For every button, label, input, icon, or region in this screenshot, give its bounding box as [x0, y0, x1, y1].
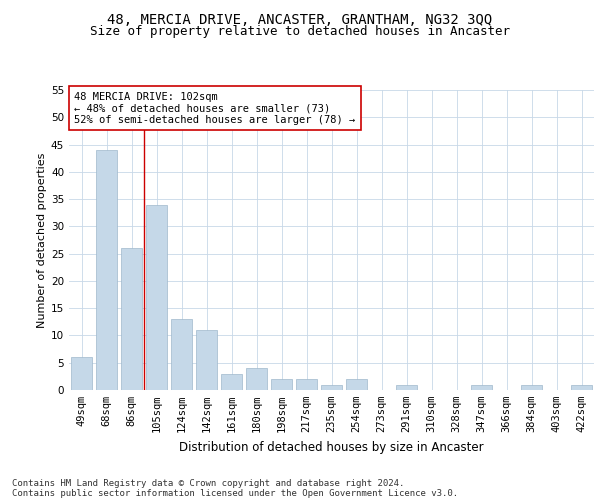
Bar [571, 384, 592, 390]
Bar [271, 379, 292, 390]
Text: Size of property relative to detached houses in Ancaster: Size of property relative to detached ho… [90, 25, 510, 38]
Bar [321, 384, 342, 390]
Bar [146, 204, 167, 390]
X-axis label: Distribution of detached houses by size in Ancaster: Distribution of detached houses by size … [179, 440, 484, 454]
Bar [96, 150, 117, 390]
Bar [296, 379, 317, 390]
Text: 48 MERCIA DRIVE: 102sqm
← 48% of detached houses are smaller (73)
52% of semi-de: 48 MERCIA DRIVE: 102sqm ← 48% of detache… [74, 92, 355, 124]
Bar [196, 330, 217, 390]
Bar [121, 248, 142, 390]
Bar [521, 384, 542, 390]
Bar [71, 358, 92, 390]
Bar [471, 384, 492, 390]
Bar [221, 374, 242, 390]
Text: Contains public sector information licensed under the Open Government Licence v3: Contains public sector information licen… [12, 488, 458, 498]
Bar [396, 384, 417, 390]
Bar [246, 368, 267, 390]
Text: 48, MERCIA DRIVE, ANCASTER, GRANTHAM, NG32 3QQ: 48, MERCIA DRIVE, ANCASTER, GRANTHAM, NG… [107, 12, 493, 26]
Bar [346, 379, 367, 390]
Text: Contains HM Land Registry data © Crown copyright and database right 2024.: Contains HM Land Registry data © Crown c… [12, 478, 404, 488]
Bar [171, 319, 192, 390]
Y-axis label: Number of detached properties: Number of detached properties [37, 152, 47, 328]
